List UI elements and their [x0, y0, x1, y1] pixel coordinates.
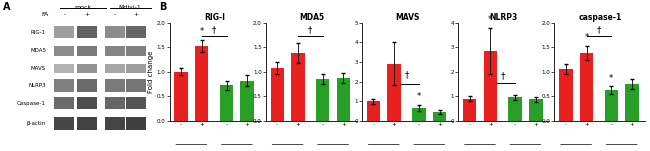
Bar: [55, 117, 74, 130]
Bar: [77, 46, 98, 56]
Bar: [105, 64, 125, 73]
Text: *: *: [584, 33, 589, 42]
Text: †: †: [212, 25, 216, 34]
Bar: [529, 99, 543, 121]
Bar: [55, 26, 74, 38]
Bar: [126, 79, 146, 92]
Bar: [220, 85, 233, 121]
Text: +: +: [133, 12, 138, 17]
Text: B: B: [159, 2, 166, 11]
Bar: [77, 97, 98, 109]
Bar: [484, 51, 497, 121]
Bar: [105, 46, 125, 56]
Bar: [291, 53, 305, 121]
Bar: [77, 79, 98, 92]
Bar: [55, 79, 74, 92]
Bar: [433, 112, 447, 121]
Bar: [580, 53, 593, 121]
Bar: [126, 64, 146, 73]
Bar: [77, 64, 98, 73]
Title: caspase-1: caspase-1: [578, 13, 621, 22]
Bar: [55, 97, 74, 109]
Bar: [105, 117, 125, 130]
Text: RIG-1: RIG-1: [31, 29, 46, 35]
Text: A: A: [3, 2, 11, 11]
Y-axis label: Fold change: Fold change: [148, 51, 154, 93]
Bar: [126, 117, 146, 130]
Bar: [240, 80, 254, 121]
Bar: [55, 46, 74, 56]
Bar: [77, 26, 98, 38]
Bar: [105, 26, 125, 38]
Bar: [367, 101, 380, 121]
Text: Caspase-1: Caspase-1: [17, 101, 46, 106]
Text: mock: mock: [74, 5, 91, 10]
Bar: [126, 97, 146, 109]
Bar: [105, 97, 125, 109]
Text: -: -: [63, 12, 66, 17]
Bar: [412, 108, 426, 121]
Bar: [270, 68, 284, 121]
Text: -: -: [114, 12, 116, 17]
Text: *: *: [200, 27, 204, 36]
Title: RIG-I: RIG-I: [205, 13, 226, 22]
Bar: [126, 26, 146, 38]
Text: NLRP3: NLRP3: [29, 83, 46, 88]
Text: FA: FA: [42, 12, 49, 17]
Text: MAVS: MAVS: [31, 66, 46, 71]
Text: †: †: [500, 71, 505, 80]
Bar: [559, 69, 573, 121]
Text: †: †: [308, 25, 313, 34]
Bar: [55, 64, 74, 73]
Text: †: †: [597, 25, 601, 34]
Text: β-actin: β-actin: [27, 121, 46, 126]
Bar: [105, 79, 125, 92]
Bar: [508, 98, 522, 121]
Bar: [126, 46, 146, 56]
Text: †: †: [404, 71, 409, 80]
Title: MAVS: MAVS: [395, 13, 420, 22]
Bar: [463, 99, 476, 121]
Text: MDA5: MDA5: [30, 48, 46, 53]
Text: *: *: [609, 74, 614, 82]
Text: Mdivi-1: Mdivi-1: [119, 5, 142, 10]
Title: NLRP3: NLRP3: [489, 13, 518, 22]
Title: MDA5: MDA5: [299, 13, 324, 22]
Text: *: *: [488, 15, 493, 24]
Text: +: +: [84, 12, 90, 17]
Bar: [174, 72, 188, 121]
Bar: [625, 84, 639, 121]
Bar: [316, 79, 330, 121]
Bar: [195, 46, 209, 121]
Bar: [387, 64, 401, 121]
Text: *: *: [417, 92, 421, 101]
Bar: [604, 90, 618, 121]
Bar: [337, 78, 350, 121]
Bar: [77, 117, 98, 130]
